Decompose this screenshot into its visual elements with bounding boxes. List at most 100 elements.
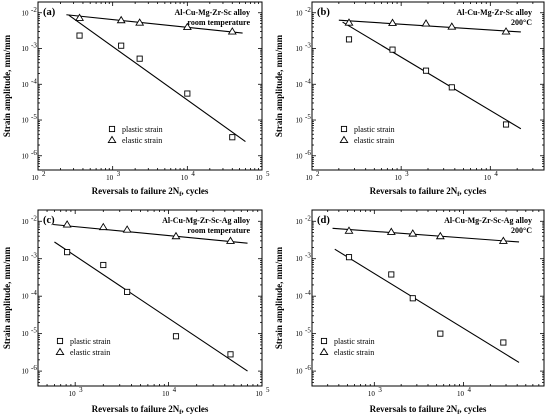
data-point-square (227, 351, 234, 358)
y-tick-label: 10 (296, 117, 304, 125)
fit-line (54, 241, 248, 372)
x-tick-label: 10 (306, 174, 314, 182)
data-point-triangle (135, 18, 145, 26)
y-tick-exponent: -4 (305, 289, 311, 297)
x-axis-label-sub: f (179, 409, 182, 416)
fit-line (342, 21, 522, 130)
data-point-triangle (226, 236, 235, 244)
chart-title-line: Al-Cu-Mg-Zr-Sc alloy (175, 8, 250, 17)
series-plastic-strain (334, 248, 520, 363)
x-tick-exponent: 2 (316, 170, 320, 178)
data-point-triangle (408, 229, 418, 237)
y-tick-label: 10 (296, 9, 304, 17)
y-tick-label: 10 (296, 368, 304, 376)
x-axis: 10 2 10 3 10 4 10 5 (32, 2, 270, 182)
data-point-square (500, 339, 507, 346)
y-tick-label: 10 (22, 330, 30, 338)
x-axis: 10 2 10 3 10 4 (306, 2, 545, 182)
data-point-triangle (501, 27, 511, 35)
x-axis-label: Reversals to failure 2Nf, cycles (92, 404, 209, 416)
legend-square-icon (108, 125, 116, 133)
y-tick-exponent: -4 (31, 289, 37, 297)
y-tick-exponent: -6 (31, 364, 37, 372)
series-elastic-strain (338, 18, 521, 35)
y-tick-label: 10 (22, 152, 30, 160)
data-point-triangle (98, 222, 108, 231)
fit-line (66, 14, 243, 34)
chart-title-line: Al-Cu-Mg-Zr-Sc-Ag alloy (444, 216, 532, 225)
x-tick-label: 10 (256, 174, 264, 182)
panel-label: (a) (43, 7, 56, 18)
y-axis: 10-610-510-410-310-2 (22, 1, 262, 171)
legend-label: plastic strain (70, 337, 111, 346)
data-point-square (389, 46, 396, 53)
x-tick-exponent: 5 (266, 170, 270, 178)
legend-label: elastic strain (354, 136, 394, 145)
x-tick-exponent: 3 (79, 386, 83, 394)
x-axis-label-end: , cycles (181, 404, 208, 414)
x-tick-label: 10 (256, 390, 264, 398)
data-point-square (136, 55, 143, 62)
data-point-triangle (75, 13, 85, 21)
data-point-square (64, 249, 71, 256)
y-tick-label: 10 (296, 81, 304, 89)
x-tick-exponent: 4 (173, 386, 177, 394)
data-point-triangle (447, 22, 457, 30)
data-point-square (502, 121, 510, 128)
legend: plastic strain elastic strain (339, 125, 395, 145)
y-tick-exponent: -6 (305, 149, 311, 157)
x-axis-label: Reversals to failure 2Nf, cycles (370, 404, 487, 416)
plot-frame (311, 1, 545, 171)
legend-label: plastic strain (354, 125, 395, 134)
x-axis-label-main: Reversals to failure 2N (92, 404, 180, 414)
data-point-square (172, 333, 180, 340)
x-axis-label-sub: f (457, 191, 460, 198)
fit-line (334, 248, 520, 363)
y-tick-exponent: -5 (305, 113, 311, 121)
legend-square-icon (320, 337, 328, 345)
legend-triangle-icon (339, 135, 349, 144)
x-tick-exponent: 5 (266, 386, 270, 394)
x-axis: 10 3 10 4 (311, 210, 545, 398)
x-tick-exponent: 3 (117, 170, 121, 178)
data-point-square (229, 134, 236, 141)
chart-title-line: room temperature (187, 226, 250, 235)
data-point-square (448, 84, 455, 91)
plot-frame (311, 209, 545, 387)
x-axis-label: Reversals to failure 2Nf, cycles (370, 186, 487, 198)
chart-title-line: 200°C (511, 18, 532, 27)
legend-label: plastic strain (334, 337, 375, 346)
series-plastic-strain (54, 241, 248, 372)
x-axis-label-end: , cycles (459, 404, 486, 414)
series-plastic-strain (342, 21, 522, 130)
series-elastic-strain (66, 13, 243, 35)
y-axis: 10-610-510-410-310-2 (296, 1, 544, 171)
series-plastic-strain (68, 14, 246, 142)
x-axis-label-main: Reversals to failure 2N (92, 186, 180, 196)
y-tick-label: 10 (296, 293, 304, 301)
y-tick-label: 10 (296, 152, 304, 160)
x-tick-label: 10 (395, 174, 403, 182)
fit-line (68, 14, 246, 142)
y-tick-exponent: -6 (31, 149, 37, 157)
fit-line (332, 227, 520, 243)
data-point-triangle (498, 236, 508, 244)
data-point-square (422, 67, 430, 74)
y-tick-exponent: -5 (31, 113, 37, 121)
x-tick-label: 10 (69, 390, 77, 398)
chart-title-line: Al-Cu-Mg-Zr-Sc-Ag alloy (162, 216, 250, 225)
x-axis-label-sub: f (179, 191, 182, 198)
data-point-square (118, 42, 125, 49)
x-tick-label: 10 (106, 174, 114, 182)
data-point-triangle (386, 227, 396, 235)
y-tick-exponent: -4 (305, 77, 311, 85)
series-elastic-strain (332, 226, 520, 244)
data-point-square (184, 90, 191, 97)
x-tick-exponent: 3 (378, 386, 382, 394)
x-axis-label-sub: f (457, 409, 460, 416)
chart-title-line: Al-Cu-Mg-Zr-Sc alloy (457, 8, 532, 17)
legend-label: elastic strain (334, 348, 374, 357)
y-axis: 10-610-510-410-310-2 (296, 209, 544, 387)
